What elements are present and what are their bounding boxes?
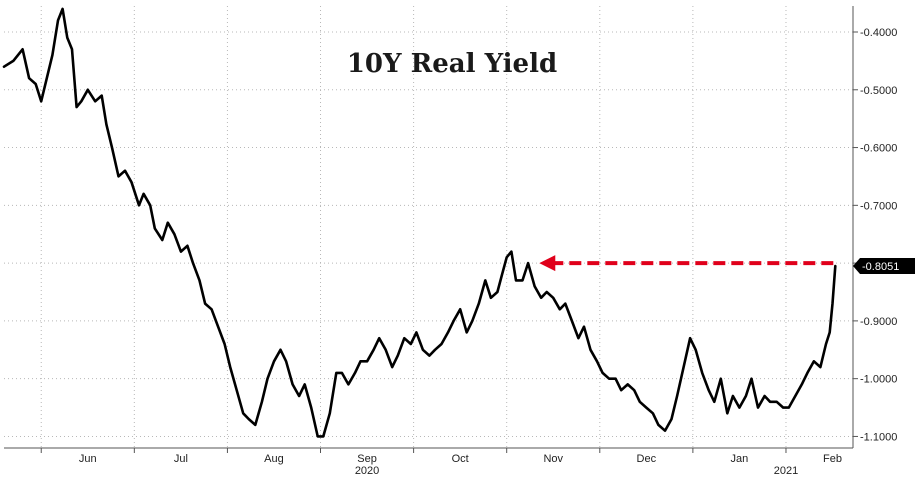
x-tick-label: Jul	[174, 453, 188, 465]
y-tick-label: -0.5000	[860, 85, 897, 97]
x-axis-ticks: Jun Jul Aug Sep Oct Nov Dec Jan Feb 2020 2021	[40, 448, 842, 477]
y-tick-label: -0.6000	[860, 143, 897, 155]
y-tick-label: -1.1000	[860, 431, 897, 443]
axes	[4, 6, 854, 449]
chart-title: 10Y Real Yield	[347, 49, 557, 79]
x-year-label: 2020	[355, 465, 379, 477]
last-value-label: -0.8051	[862, 261, 899, 273]
x-tick-label: Nov	[543, 453, 563, 465]
series-line-10y-real-yield	[2, 7, 837, 438]
last-value-tag-box	[853, 258, 915, 275]
arrow-annotation	[539, 255, 834, 272]
y-tick-label: -0.9000	[860, 316, 897, 328]
arrow-head	[539, 255, 556, 272]
x-tick-label: Sep	[357, 453, 377, 465]
x-year-label: 2021	[774, 465, 798, 477]
y-tick-label: -1.0000	[860, 374, 897, 386]
y-tick-label: -0.7000	[860, 200, 897, 212]
y-axis-ticks: -0.4000-0.5000-0.6000-0.7000-0.8000-0.90…	[853, 27, 897, 443]
x-tick-label: Aug	[264, 453, 284, 465]
x-tick-label: Jan	[731, 453, 749, 465]
x-tick-label: Dec	[637, 453, 657, 465]
grid-lines	[4, 6, 853, 448]
x-tick-label: Feb	[823, 453, 842, 465]
y-tick-label: -0.4000	[860, 27, 897, 39]
x-tick-label: Jun	[79, 453, 97, 465]
x-tick-label: Oct	[452, 453, 469, 465]
last-value-tag: -0.8051	[853, 258, 915, 275]
